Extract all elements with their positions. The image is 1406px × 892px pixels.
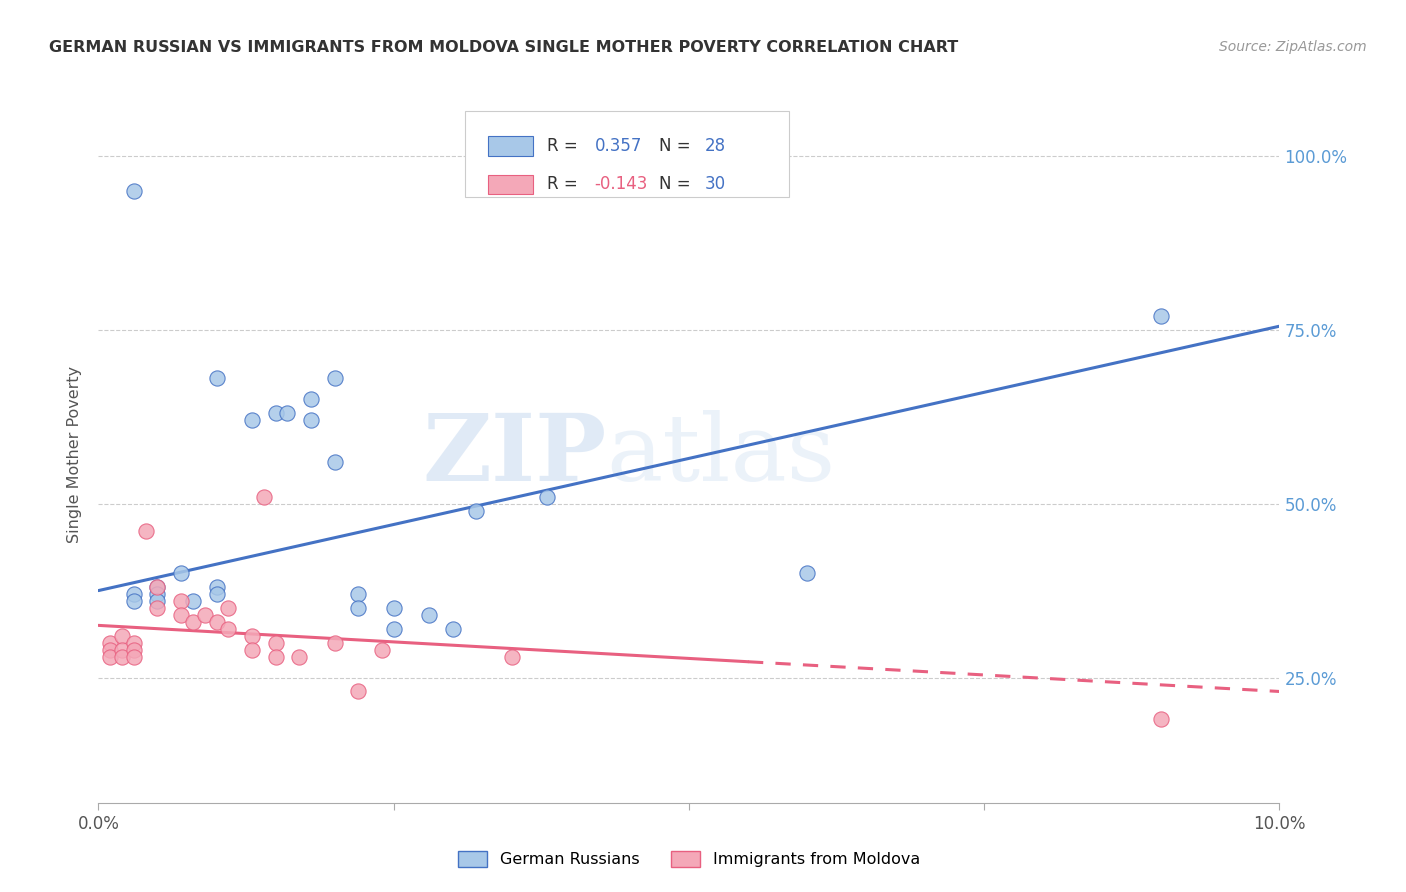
Point	[170, 566, 193, 581]
Point	[122, 642, 145, 657]
Text: GERMAN RUSSIAN VS IMMIGRANTS FROM MOLDOVA SINGLE MOTHER POVERTY CORRELATION CHAR: GERMAN RUSSIAN VS IMMIGRANTS FROM MOLDOV…	[49, 40, 959, 55]
Text: -0.143: -0.143	[595, 176, 648, 194]
Point	[98, 649, 121, 664]
Point	[98, 642, 121, 657]
FancyBboxPatch shape	[464, 111, 789, 197]
Point	[122, 587, 145, 601]
Text: 0.357: 0.357	[595, 137, 641, 155]
Point	[146, 587, 169, 601]
Text: 30: 30	[704, 176, 725, 194]
Point	[135, 524, 157, 539]
Point	[122, 594, 145, 608]
Point	[323, 636, 346, 650]
Point	[205, 371, 228, 385]
Point	[240, 642, 263, 657]
Text: Source: ZipAtlas.com: Source: ZipAtlas.com	[1219, 40, 1367, 54]
Point	[347, 601, 370, 615]
Text: R =: R =	[547, 137, 583, 155]
Point	[264, 649, 287, 664]
Point	[122, 649, 145, 664]
Legend: German Russians, Immigrants from Moldova: German Russians, Immigrants from Moldova	[450, 843, 928, 875]
Text: N =: N =	[659, 137, 696, 155]
Point	[465, 503, 488, 517]
Point	[170, 607, 193, 622]
Point	[276, 406, 298, 420]
Point	[122, 184, 145, 198]
Point	[217, 622, 239, 636]
Point	[111, 629, 134, 643]
Point	[536, 490, 558, 504]
Point	[240, 629, 263, 643]
Point	[418, 607, 440, 622]
Point	[217, 601, 239, 615]
Point	[205, 580, 228, 594]
Text: R =: R =	[547, 176, 583, 194]
Point	[146, 580, 169, 594]
Point	[264, 636, 287, 650]
Text: N =: N =	[659, 176, 696, 194]
Point	[796, 566, 818, 581]
Point	[111, 649, 134, 664]
Point	[205, 587, 228, 601]
Point	[181, 615, 204, 629]
Point	[347, 684, 370, 698]
Text: ZIP: ZIP	[422, 410, 606, 500]
Point	[181, 594, 204, 608]
Point	[371, 642, 394, 657]
Point	[299, 392, 322, 407]
Point	[323, 455, 346, 469]
Point	[253, 490, 276, 504]
Point	[240, 413, 263, 427]
Text: atlas: atlas	[606, 410, 835, 500]
Point	[111, 642, 134, 657]
Point	[205, 615, 228, 629]
Bar	[488, 175, 533, 194]
Point	[288, 649, 311, 664]
Point	[146, 601, 169, 615]
Point	[122, 636, 145, 650]
Point	[299, 413, 322, 427]
Point	[347, 587, 370, 601]
Point	[501, 649, 523, 664]
Point	[1150, 712, 1173, 726]
Text: 28: 28	[704, 137, 725, 155]
Point	[146, 594, 169, 608]
Point	[264, 406, 287, 420]
Point	[146, 580, 169, 594]
Y-axis label: Single Mother Poverty: Single Mother Poverty	[67, 367, 83, 543]
Bar	[488, 136, 533, 156]
Point	[323, 371, 346, 385]
Point	[170, 594, 193, 608]
Point	[382, 622, 405, 636]
Point	[194, 607, 217, 622]
Point	[441, 622, 464, 636]
Point	[382, 601, 405, 615]
Point	[98, 636, 121, 650]
Point	[1150, 309, 1173, 323]
